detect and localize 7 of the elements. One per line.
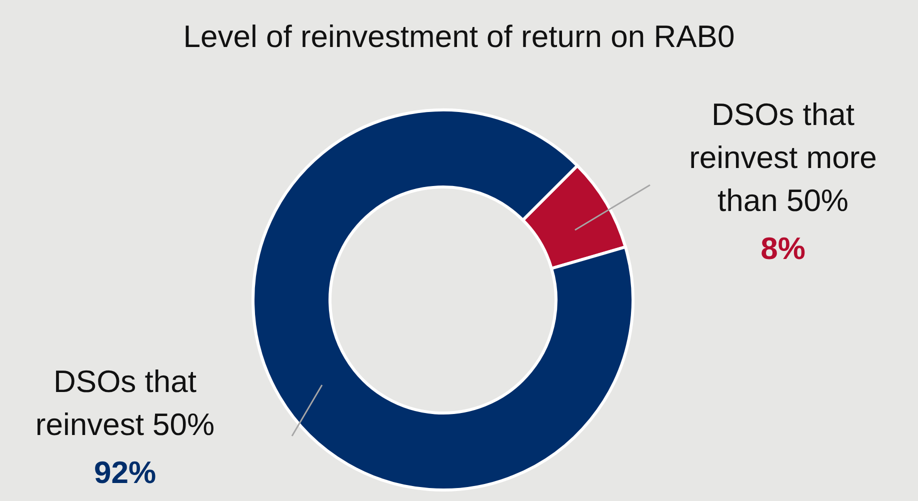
donut-slice [252, 108, 634, 492]
data-label: 92% [94, 455, 156, 490]
slice-label: DSOs that reinvest 50% [35, 364, 215, 442]
slice-label: DSOs that reinvest more than 50% [689, 97, 877, 218]
donut-slice [521, 164, 627, 270]
data-label: 8% [760, 231, 806, 266]
chart-title: Level of reinvestment of return on RAB0 [183, 19, 735, 54]
